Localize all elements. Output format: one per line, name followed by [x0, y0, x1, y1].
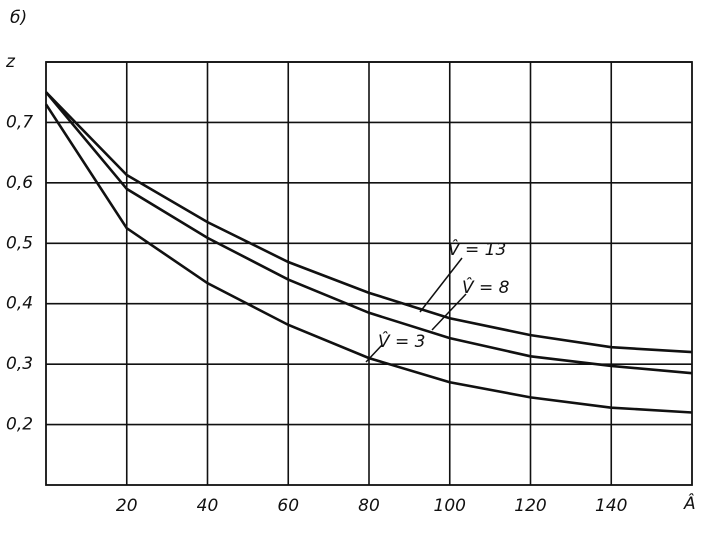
x-axis-label: Â — [683, 492, 696, 514]
y-tick-label: 0,2 — [6, 415, 33, 435]
y-tick-label: 0,6 — [6, 173, 33, 193]
x-tick-label: 60 — [277, 496, 299, 516]
x-tick-label: 80 — [358, 496, 380, 516]
x-tick-label: 140 — [595, 496, 627, 516]
panel-label: б) — [10, 8, 27, 28]
series-label: V̂ = 13 — [448, 239, 506, 260]
y-tick-label: 0,4 — [6, 294, 33, 314]
series-label: V̂ = 8 — [462, 277, 510, 298]
x-tick-label: 40 — [197, 496, 219, 516]
x-tick-label: 120 — [514, 496, 546, 516]
series-label: V̂ = 3 — [378, 331, 426, 352]
y-tick-label: z — [5, 52, 16, 72]
y-tick-label: 0,3 — [6, 354, 33, 374]
line — [44, 103, 693, 414]
x-tick-label: 100 — [434, 496, 466, 516]
x-tick-label: 20 — [116, 496, 138, 516]
line — [45, 91, 693, 354]
y-tick-label: 0,5 — [6, 233, 33, 253]
y-tick-label: 0,7 — [6, 112, 33, 132]
line — [45, 91, 693, 375]
